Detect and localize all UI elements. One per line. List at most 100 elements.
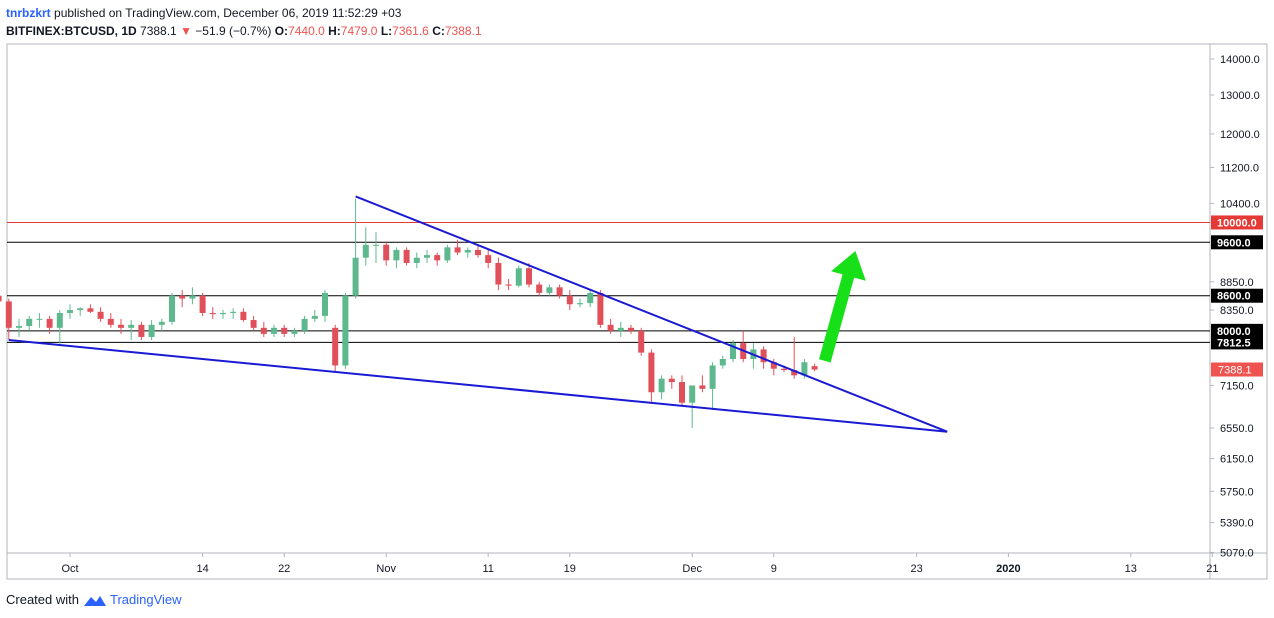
candle-up	[26, 318, 33, 327]
candle-down	[0, 295, 2, 302]
candle-up	[709, 365, 716, 389]
close-label: C:	[432, 24, 445, 38]
candle-up	[546, 287, 553, 293]
candle-up	[658, 378, 665, 393]
candle-down	[505, 284, 512, 286]
y-tick-label: 14000.0	[1220, 54, 1260, 66]
trendline	[8, 339, 948, 433]
candle-down	[597, 292, 604, 325]
candle-up	[719, 358, 726, 366]
candle-down	[250, 320, 257, 328]
candle-down	[260, 327, 267, 334]
candle-up	[617, 327, 624, 331]
created-with-text: Created with	[6, 592, 79, 607]
y-tick-label: 7150.0	[1220, 380, 1254, 392]
candle-down	[46, 318, 53, 328]
x-tick-label: 21	[1206, 563, 1218, 575]
x-tick-label: 23	[910, 563, 922, 575]
level-price-label: 7812.5	[1217, 337, 1251, 349]
candle-down	[566, 295, 573, 305]
candle-down	[475, 249, 481, 256]
last-price-label: 7388.1	[1218, 365, 1252, 377]
y-tick-label: 5750.0	[1220, 486, 1254, 498]
chart-header: tnrbzkrt published on TradingView.com, D…	[6, 4, 482, 40]
candle-up	[189, 295, 196, 299]
candle-up	[577, 303, 583, 305]
candle-up	[311, 315, 318, 319]
candle-up	[424, 255, 430, 258]
candle-down	[791, 370, 798, 376]
down-arrow-icon: ▼	[180, 24, 192, 38]
candle-down	[781, 368, 787, 371]
level-price-tag	[1211, 215, 1263, 230]
candle-up	[587, 292, 594, 304]
candle-up	[36, 318, 43, 320]
last-price-tag	[1211, 362, 1263, 377]
candle-down	[648, 352, 655, 393]
candle-up	[291, 330, 298, 334]
candle-down	[454, 247, 461, 253]
candle-up	[220, 312, 226, 315]
candle-up	[67, 310, 73, 313]
y-tick-label: 8350.0	[1220, 305, 1254, 317]
candle-down	[97, 311, 104, 319]
level-price-tag	[1211, 235, 1263, 250]
y-tick-label: 5070.0	[1220, 547, 1254, 559]
x-tick-label: Nov	[376, 563, 396, 575]
trendline	[355, 195, 948, 433]
bullish-arrow-icon	[819, 251, 866, 363]
x-tick-label: 19	[564, 563, 576, 575]
candle-up	[169, 295, 175, 322]
candle-down	[434, 255, 441, 261]
x-tick-label: 14	[196, 563, 208, 575]
footer: Created with TradingView	[6, 592, 182, 607]
candle-up	[158, 321, 165, 325]
level-price-label: 8000.0	[1217, 326, 1251, 338]
level-price-tag	[1211, 323, 1263, 338]
candle-up	[16, 326, 22, 328]
author-name[interactable]: tnrbzkrt	[6, 6, 51, 20]
candle-down	[699, 385, 706, 389]
candle-down	[5, 301, 12, 328]
y-tick-label: 13000.0	[1220, 90, 1260, 102]
candle-down	[107, 318, 114, 325]
candle-down	[526, 268, 532, 285]
tradingview-link[interactable]: TradingView	[109, 592, 182, 607]
high-label: H:	[328, 24, 341, 38]
open-value: 7440.0	[288, 24, 325, 38]
candle-down	[770, 362, 777, 369]
chart-frame	[6, 43, 1268, 580]
candle-down	[281, 327, 288, 334]
level-price-tag	[1211, 335, 1263, 350]
candle-up	[322, 292, 328, 316]
x-tick-label: Oct	[61, 563, 78, 575]
y-tick-label: 8850.0	[1220, 277, 1254, 289]
candle-down	[87, 308, 94, 312]
candle-up	[689, 385, 696, 403]
level-price-label: 10000.0	[1217, 217, 1257, 229]
candle-down	[138, 324, 145, 337]
publish-line: tnrbzkrt published on TradingView.com, D…	[6, 4, 482, 22]
candle-down	[209, 312, 216, 315]
level-price-label: 8600.0	[1217, 291, 1251, 303]
candle-up	[515, 268, 522, 286]
candle-down	[383, 244, 390, 261]
candle-down	[679, 382, 685, 403]
candle-up	[393, 249, 400, 261]
x-tick-label: 11	[482, 563, 493, 575]
candle-up	[362, 244, 369, 258]
y-tick-label: 10400.0	[1220, 198, 1260, 210]
candle-down	[403, 249, 410, 263]
low-value: 7361.6	[392, 24, 429, 38]
candle-down	[607, 324, 614, 331]
candle-down	[495, 262, 502, 285]
candle-down	[811, 366, 818, 370]
candle-up	[464, 249, 471, 253]
low-label: L:	[380, 24, 393, 38]
symbol-name: BITFINEX:BTCUSD, 1D	[6, 24, 137, 38]
candle-up	[128, 324, 135, 328]
x-tick-label: 13	[1125, 563, 1137, 575]
candle-up	[801, 362, 808, 376]
x-tick-label: 9	[771, 563, 777, 575]
